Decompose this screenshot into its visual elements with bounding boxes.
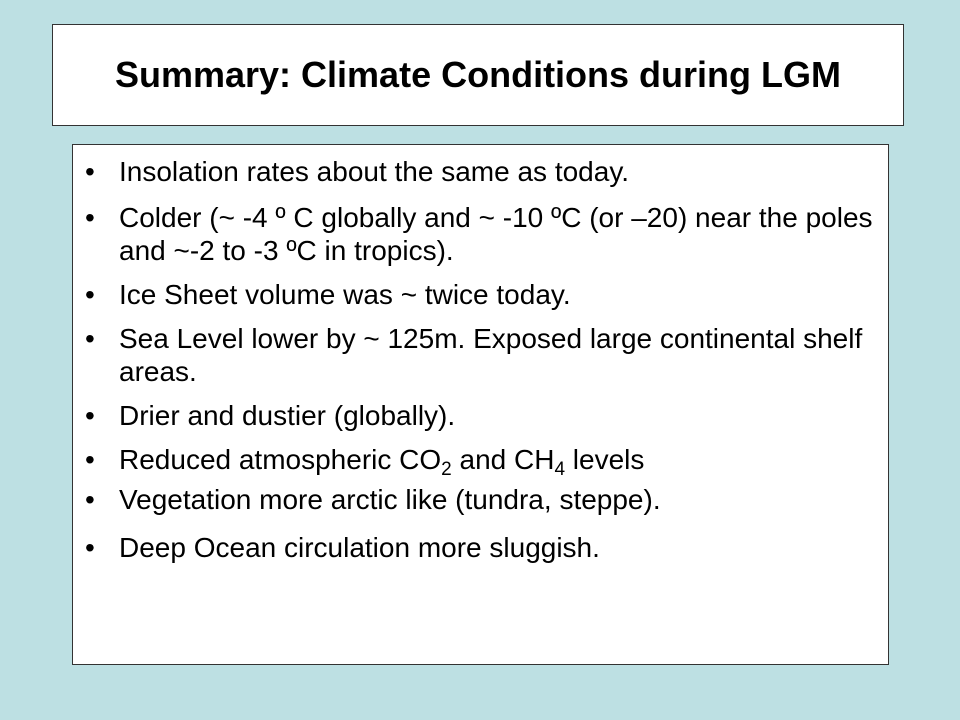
bullet-icon: • <box>85 400 95 431</box>
slide-title: Summary: Climate Conditions during LGM <box>114 54 842 95</box>
bullet-text: Vegetation more arctic like (tundra, ste… <box>119 484 661 515</box>
bullet-colder: • Colder (~ -4 º C globally and ~ -10 ºC… <box>85 201 875 267</box>
content-box: • Insolation rates about the same as tod… <box>72 144 889 665</box>
bullet-icon: • <box>85 532 95 563</box>
bullet-icon: • <box>85 484 95 515</box>
bullet-co2-ch4: • Reduced atmospheric CO2 and CH4 levels <box>85 443 875 479</box>
bullet-text: Ice Sheet volume was ~ twice today. <box>119 279 571 310</box>
bullet-icon: • <box>85 202 95 233</box>
bullet-vegetation: • Vegetation more arctic like (tundra, s… <box>85 483 875 516</box>
bullet-icon: • <box>85 279 95 310</box>
co2-subscript: 2 <box>441 459 452 480</box>
bullet-icon: • <box>85 156 95 187</box>
bullet-sea-level: • Sea Level lower by ~ 125m. Exposed lar… <box>85 322 875 388</box>
bullet-icon: • <box>85 444 95 475</box>
bullet-text-part: levels <box>565 444 645 475</box>
bullet-list: • Insolation rates about the same as tod… <box>85 155 875 564</box>
bullet-text: Drier and dustier (globally). <box>119 400 456 431</box>
bullet-ice-sheet: • Ice Sheet volume was ~ twice today. <box>85 278 875 311</box>
bullet-text: Insolation rates about the same as today… <box>119 156 630 187</box>
bullet-text-part: Reduced atmospheric CO <box>119 444 442 475</box>
bullet-text: Deep Ocean circulation more sluggish. <box>119 532 600 563</box>
bullet-icon: • <box>85 323 95 354</box>
bullet-drier: • Drier and dustier (globally). <box>85 399 875 432</box>
bullet-text: Sea Level lower by ~ 125m. Exposed large… <box>119 323 863 387</box>
bullet-insolation: • Insolation rates about the same as tod… <box>85 155 875 188</box>
ch4-subscript: 4 <box>554 459 566 480</box>
bullet-text-part: and CH <box>451 444 555 475</box>
bullet-deep-ocean: • Deep Ocean circulation more sluggish. <box>85 531 875 564</box>
bullet-text: Reduced atmospheric CO2 and CH4 levels <box>119 444 645 479</box>
bullet-text: Colder (~ -4 º C globally and ~ -10 ºC (… <box>119 202 873 266</box>
title-box: Summary: Climate Conditions during LGM <box>52 24 904 126</box>
